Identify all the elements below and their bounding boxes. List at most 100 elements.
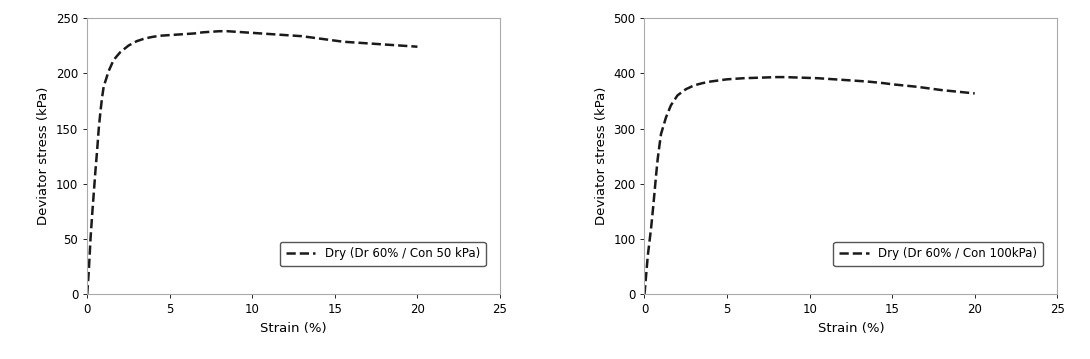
Dry (Dr 60% / Con 100kPa) <box>944 89 957 93</box>
Dry (Dr 60% / Con 50 kPa) <box>90 149 104 153</box>
Dry (Dr 60% / Con 50 kPa) <box>164 33 177 37</box>
Dry (Dr 60% / Con 100kPa) <box>960 90 973 95</box>
Dry (Dr 60% / Con 100kPa) <box>845 78 858 83</box>
Dry (Dr 60% / Con 50 kPa) <box>113 50 126 54</box>
Dry (Dr 60% / Con 50 kPa) <box>328 38 341 43</box>
Dry (Dr 60% / Con 50 kPa) <box>353 41 366 45</box>
Dry (Dr 60% / Con 50 kPa) <box>221 29 234 33</box>
Dry (Dr 60% / Con 50 kPa) <box>102 69 116 73</box>
Legend: Dry (Dr 60% / Con 50 kPa): Dry (Dr 60% / Con 50 kPa) <box>280 242 486 266</box>
X-axis label: Strain (%): Strain (%) <box>261 322 327 335</box>
Dry (Dr 60% / Con 100kPa) <box>852 79 865 83</box>
Dry (Dr 60% / Con 100kPa) <box>679 87 692 92</box>
Dry (Dr 60% / Con 100kPa) <box>926 87 940 91</box>
Dry (Dr 60% / Con 50 kPa) <box>196 30 209 34</box>
Dry (Dr 60% / Con 100kPa) <box>643 240 656 244</box>
Dry (Dr 60% / Con 50 kPa) <box>229 29 242 34</box>
Dry (Dr 60% / Con 50 kPa) <box>147 34 160 39</box>
Legend: Dry (Dr 60% / Con 100kPa): Dry (Dr 60% / Con 100kPa) <box>834 242 1043 266</box>
Dry (Dr 60% / Con 100kPa) <box>641 253 654 258</box>
Dry (Dr 60% / Con 100kPa) <box>651 157 664 161</box>
Dry (Dr 60% / Con 50 kPa) <box>86 213 99 217</box>
Dry (Dr 60% / Con 50 kPa) <box>245 31 258 35</box>
Dry (Dr 60% / Con 100kPa) <box>659 115 673 120</box>
Dry (Dr 60% / Con 50 kPa) <box>97 84 110 89</box>
Dry (Dr 60% / Con 100kPa) <box>671 93 685 98</box>
Dry (Dr 60% / Con 100kPa) <box>720 77 734 81</box>
Dry (Dr 60% / Con 50 kPa) <box>344 40 358 45</box>
Dry (Dr 60% / Con 50 kPa) <box>94 110 107 114</box>
Dry (Dr 60% / Con 50 kPa) <box>83 268 96 272</box>
Dry (Dr 60% / Con 50 kPa) <box>304 35 317 39</box>
Dry (Dr 60% / Con 100kPa) <box>827 77 840 81</box>
Dry (Dr 60% / Con 50 kPa) <box>187 31 201 36</box>
Dry (Dr 60% / Con 100kPa) <box>746 76 759 80</box>
Dry (Dr 60% / Con 100kPa) <box>935 88 948 92</box>
Dry (Dr 60% / Con 100kPa) <box>886 82 899 87</box>
Dry (Dr 60% / Con 100kPa) <box>778 75 791 79</box>
Dry (Dr 60% / Con 100kPa) <box>712 78 725 83</box>
Dry (Dr 60% / Con 50 kPa) <box>263 32 276 36</box>
Line: Dry (Dr 60% / Con 100kPa): Dry (Dr 60% / Con 100kPa) <box>644 77 974 294</box>
Dry (Dr 60% / Con 50 kPa) <box>312 36 325 41</box>
Dry (Dr 60% / Con 50 kPa) <box>279 33 292 37</box>
Dry (Dr 60% / Con 50 kPa) <box>84 237 97 241</box>
Dry (Dr 60% / Con 100kPa) <box>811 76 824 80</box>
Y-axis label: Deviator stress (kPa): Deviator stress (kPa) <box>595 87 607 225</box>
Dry (Dr 60% / Con 50 kPa) <box>171 32 184 37</box>
Dry (Dr 60% / Con 100kPa) <box>770 75 783 79</box>
Dry (Dr 60% / Con 100kPa) <box>877 81 891 85</box>
Dry (Dr 60% / Con 50 kPa) <box>96 95 109 100</box>
Dry (Dr 60% / Con 100kPa) <box>653 144 666 148</box>
Dry (Dr 60% / Con 100kPa) <box>640 273 653 277</box>
Dry (Dr 60% / Con 100kPa) <box>787 75 800 80</box>
Dry (Dr 60% / Con 50 kPa) <box>295 34 308 38</box>
Dry (Dr 60% / Con 50 kPa) <box>270 32 283 37</box>
Dry (Dr 60% / Con 100kPa) <box>968 91 981 95</box>
Dry (Dr 60% / Con 100kPa) <box>654 132 667 136</box>
Dry (Dr 60% / Con 50 kPa) <box>337 39 350 44</box>
Dry (Dr 60% / Con 100kPa) <box>695 81 708 85</box>
Dry (Dr 60% / Con 50 kPa) <box>180 32 193 36</box>
Dry (Dr 60% / Con 100kPa) <box>795 75 808 80</box>
Dry (Dr 60% / Con 100kPa) <box>820 76 833 81</box>
Dry (Dr 60% / Con 50 kPa) <box>130 39 143 43</box>
Dry (Dr 60% / Con 50 kPa) <box>402 44 415 48</box>
Y-axis label: Deviator stress (kPa): Deviator stress (kPa) <box>37 87 50 225</box>
Dry (Dr 60% / Con 100kPa) <box>861 79 874 84</box>
Dry (Dr 60% / Con 100kPa) <box>803 76 816 80</box>
Dry (Dr 60% / Con 50 kPa) <box>362 41 375 46</box>
Dry (Dr 60% / Con 100kPa) <box>647 192 661 196</box>
Dry (Dr 60% / Con 100kPa) <box>910 85 923 89</box>
Dry (Dr 60% / Con 50 kPa) <box>386 43 399 47</box>
Line: Dry (Dr 60% / Con 50 kPa): Dry (Dr 60% / Con 50 kPa) <box>87 31 417 294</box>
Dry (Dr 60% / Con 50 kPa) <box>87 191 100 195</box>
Dry (Dr 60% / Con 50 kPa) <box>138 36 152 41</box>
Dry (Dr 60% / Con 50 kPa) <box>213 29 226 33</box>
Dry (Dr 60% / Con 50 kPa) <box>205 29 218 34</box>
X-axis label: Strain (%): Strain (%) <box>818 322 884 335</box>
Dry (Dr 60% / Con 100kPa) <box>952 90 965 94</box>
Dry (Dr 60% / Con 100kPa) <box>903 84 916 88</box>
Dry (Dr 60% / Con 50 kPa) <box>287 33 300 38</box>
Dry (Dr 60% / Con 100kPa) <box>688 83 701 88</box>
Dry (Dr 60% / Con 50 kPa) <box>254 31 267 36</box>
Dry (Dr 60% / Con 100kPa) <box>836 78 849 82</box>
Dry (Dr 60% / Con 50 kPa) <box>238 30 251 34</box>
Dry (Dr 60% / Con 50 kPa) <box>411 45 424 49</box>
Dry (Dr 60% / Con 50 kPa) <box>107 58 120 62</box>
Dry (Dr 60% / Con 100kPa) <box>638 292 651 297</box>
Dry (Dr 60% / Con 50 kPa) <box>81 292 94 297</box>
Dry (Dr 60% / Con 100kPa) <box>753 75 766 80</box>
Dry (Dr 60% / Con 100kPa) <box>644 226 657 230</box>
Dry (Dr 60% / Con 100kPa) <box>704 79 717 84</box>
Dry (Dr 60% / Con 100kPa) <box>762 75 775 80</box>
Dry (Dr 60% / Con 100kPa) <box>665 103 678 107</box>
Dry (Dr 60% / Con 100kPa) <box>919 86 932 90</box>
Dry (Dr 60% / Con 50 kPa) <box>370 42 383 46</box>
Dry (Dr 60% / Con 50 kPa) <box>93 126 106 131</box>
Dry (Dr 60% / Con 100kPa) <box>869 80 882 84</box>
Dry (Dr 60% / Con 50 kPa) <box>122 43 135 48</box>
Dry (Dr 60% / Con 50 kPa) <box>89 168 102 173</box>
Dry (Dr 60% / Con 50 kPa) <box>155 33 168 38</box>
